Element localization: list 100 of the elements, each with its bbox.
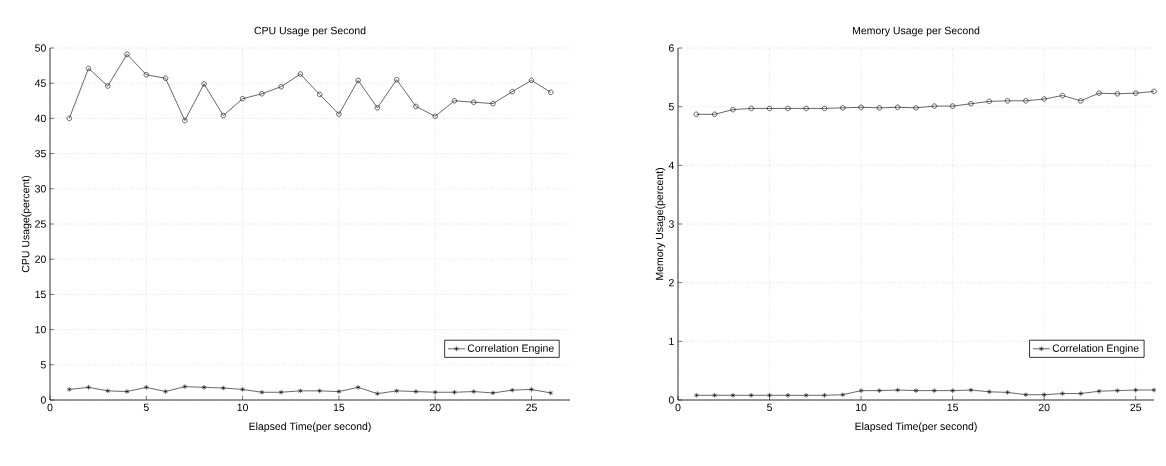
y-tick-label: 5 bbox=[668, 103, 674, 111]
point bbox=[858, 104, 864, 110]
point bbox=[317, 91, 323, 98]
point bbox=[124, 51, 130, 57]
x-tick-label: 20 bbox=[429, 403, 441, 412]
point bbox=[821, 105, 828, 112]
point bbox=[767, 392, 772, 398]
point bbox=[394, 388, 399, 394]
x-tick-label: 20 bbox=[1038, 403, 1050, 412]
point bbox=[1041, 392, 1047, 398]
point bbox=[1059, 92, 1066, 99]
point bbox=[913, 105, 919, 111]
y-tick-label: 25 bbox=[35, 220, 46, 228]
point bbox=[317, 388, 322, 394]
chart-title: CPU Usage per Second bbox=[254, 26, 366, 37]
x-axis-title: Elapsed Time(per second) bbox=[249, 422, 371, 433]
point bbox=[297, 71, 303, 77]
point bbox=[259, 91, 265, 97]
point bbox=[1115, 388, 1120, 394]
point bbox=[278, 389, 284, 395]
x-tick-label: 10 bbox=[856, 403, 867, 412]
point bbox=[355, 384, 361, 390]
point bbox=[432, 389, 438, 395]
point bbox=[785, 105, 791, 112]
y-tick-label: 30 bbox=[35, 185, 46, 193]
y-tick-label: 35 bbox=[35, 149, 46, 158]
point bbox=[748, 392, 754, 398]
point bbox=[895, 104, 901, 110]
point bbox=[840, 392, 846, 398]
y-axis-title: CPU Usage(percent) bbox=[21, 175, 32, 273]
point bbox=[413, 103, 419, 110]
x-tick-label: 15 bbox=[947, 403, 959, 412]
point bbox=[413, 388, 419, 395]
point bbox=[1004, 98, 1011, 104]
point bbox=[1023, 98, 1029, 104]
point bbox=[803, 392, 809, 398]
point bbox=[529, 386, 534, 393]
x-tick-label: 0 bbox=[47, 403, 53, 412]
point bbox=[785, 392, 791, 398]
point bbox=[259, 389, 265, 395]
point bbox=[1060, 390, 1065, 397]
point bbox=[950, 388, 955, 394]
x-tick-label: 25 bbox=[526, 403, 537, 412]
point bbox=[932, 388, 937, 394]
point bbox=[355, 77, 361, 83]
chart-title: Memory Usage per Second bbox=[852, 26, 980, 37]
point bbox=[143, 72, 149, 78]
point bbox=[913, 388, 919, 394]
y-tick-label: 10 bbox=[35, 325, 46, 334]
point bbox=[336, 388, 342, 395]
point bbox=[432, 113, 438, 119]
point bbox=[220, 112, 226, 119]
point bbox=[452, 389, 457, 395]
point bbox=[986, 389, 992, 395]
y-tick-label: 45 bbox=[34, 79, 46, 87]
y-tick-label: 50 bbox=[35, 44, 46, 52]
y-tick-label: 4 bbox=[668, 161, 674, 169]
x-axis-title: Elapsed Time(per second) bbox=[855, 422, 977, 433]
point bbox=[221, 385, 226, 391]
point bbox=[877, 388, 882, 394]
point bbox=[471, 99, 477, 105]
y-tick-label: 2 bbox=[669, 279, 674, 287]
point bbox=[1096, 90, 1102, 96]
point bbox=[730, 107, 736, 113]
y-tick-label: 40 bbox=[34, 114, 46, 123]
y-tick-label: 20 bbox=[35, 255, 46, 263]
y-axis-title: Memory Usage(percent) bbox=[655, 168, 666, 280]
point bbox=[1096, 388, 1102, 394]
point bbox=[986, 98, 992, 104]
point bbox=[822, 392, 827, 398]
point bbox=[182, 117, 188, 124]
y-tick-label: 6 bbox=[669, 44, 674, 52]
y-tick-label: 0 bbox=[40, 396, 46, 404]
point bbox=[858, 388, 864, 394]
point bbox=[105, 83, 111, 89]
point bbox=[239, 96, 246, 102]
point bbox=[85, 65, 92, 72]
point bbox=[394, 77, 400, 83]
point bbox=[144, 384, 149, 390]
point bbox=[1023, 392, 1029, 398]
point bbox=[1133, 387, 1138, 393]
point bbox=[1005, 389, 1010, 395]
point bbox=[201, 384, 207, 390]
point bbox=[528, 77, 535, 83]
x-tick-label: 15 bbox=[333, 403, 345, 412]
point bbox=[240, 386, 245, 393]
point bbox=[471, 388, 476, 395]
point bbox=[86, 384, 91, 390]
point bbox=[748, 105, 754, 112]
x-tick-label: 25 bbox=[1130, 403, 1142, 412]
point bbox=[968, 387, 974, 393]
point bbox=[1041, 96, 1047, 102]
legend-label: Correlation Engine bbox=[467, 344, 554, 354]
x-tick-label: 10 bbox=[237, 403, 249, 412]
point bbox=[766, 105, 773, 112]
point bbox=[712, 111, 718, 117]
y-tick-label: 5 bbox=[40, 361, 46, 369]
y-tick-label: 15 bbox=[35, 290, 46, 299]
point bbox=[1114, 91, 1120, 97]
point bbox=[490, 390, 496, 396]
